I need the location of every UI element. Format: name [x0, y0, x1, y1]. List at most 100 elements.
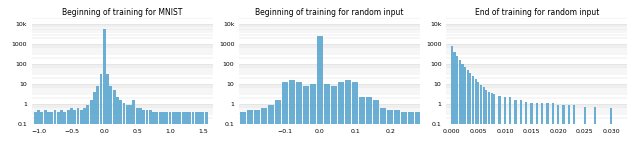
Bar — [254, 110, 260, 124]
Bar — [113, 90, 116, 124]
Bar — [552, 103, 554, 124]
Bar — [191, 112, 195, 124]
Bar — [584, 107, 586, 124]
Bar — [480, 85, 482, 124]
Bar — [499, 96, 500, 124]
Bar — [34, 112, 36, 124]
Bar — [123, 103, 125, 124]
Bar — [352, 82, 358, 124]
Bar — [401, 112, 407, 124]
Bar — [70, 108, 73, 124]
Bar — [289, 80, 295, 124]
Bar — [126, 105, 129, 124]
Bar — [80, 110, 83, 124]
Bar — [106, 74, 109, 124]
Bar — [331, 86, 337, 124]
Bar — [261, 108, 267, 124]
Bar — [83, 108, 86, 124]
Bar — [324, 84, 330, 124]
Bar — [54, 110, 56, 124]
Bar — [451, 46, 453, 124]
Bar — [338, 82, 344, 124]
Bar — [415, 112, 421, 124]
Bar — [100, 74, 102, 124]
Title: End of training for random input: End of training for random input — [475, 8, 599, 17]
Bar — [168, 112, 172, 124]
Bar — [568, 105, 570, 124]
Bar — [525, 102, 527, 124]
Bar — [74, 110, 76, 124]
Bar — [188, 112, 191, 124]
Title: Beginning of training for random input: Beginning of training for random input — [255, 8, 404, 17]
Bar — [195, 112, 198, 124]
Bar — [60, 110, 63, 124]
Bar — [531, 103, 532, 124]
Bar — [136, 108, 139, 124]
Bar — [51, 112, 53, 124]
Bar — [483, 87, 484, 124]
Bar — [156, 112, 158, 124]
Bar — [159, 112, 161, 124]
Bar — [275, 100, 281, 124]
Bar — [345, 80, 351, 124]
Bar — [485, 90, 488, 124]
Bar — [268, 105, 274, 124]
Bar — [179, 112, 181, 124]
Bar — [240, 112, 246, 124]
Bar — [594, 107, 596, 124]
Bar — [547, 103, 548, 124]
Bar — [129, 105, 132, 124]
Bar — [119, 100, 122, 124]
Bar — [469, 73, 472, 124]
Bar — [44, 110, 47, 124]
Bar — [464, 67, 466, 124]
Bar — [536, 103, 538, 124]
Bar — [77, 108, 79, 124]
Bar — [317, 36, 323, 124]
Bar — [366, 97, 372, 124]
Bar — [563, 105, 564, 124]
Bar — [109, 86, 112, 124]
Bar — [474, 79, 477, 124]
Bar — [310, 84, 316, 124]
Bar — [247, 110, 253, 124]
Bar — [373, 100, 379, 124]
Bar — [185, 112, 188, 124]
Bar — [162, 112, 165, 124]
Bar — [387, 110, 393, 124]
Bar — [456, 56, 458, 124]
Bar — [459, 61, 461, 124]
Bar — [86, 105, 89, 124]
Bar — [282, 82, 288, 124]
Bar — [205, 112, 207, 124]
Bar — [490, 93, 493, 124]
Bar — [408, 112, 414, 124]
Bar — [610, 108, 612, 124]
Bar — [172, 112, 175, 124]
Bar — [303, 86, 309, 124]
Bar — [182, 112, 184, 124]
Bar — [97, 86, 99, 124]
Bar — [520, 100, 522, 124]
Bar — [165, 112, 168, 124]
Bar — [67, 110, 70, 124]
Bar — [152, 112, 155, 124]
Bar — [90, 100, 93, 124]
Bar — [557, 105, 559, 124]
Title: Beginning of training for MNIST: Beginning of training for MNIST — [62, 8, 182, 17]
Bar — [142, 110, 145, 124]
Bar — [103, 29, 106, 124]
Bar — [477, 82, 479, 124]
Bar — [515, 100, 516, 124]
Bar — [461, 64, 463, 124]
Bar — [57, 112, 60, 124]
Bar — [359, 97, 365, 124]
Bar — [116, 97, 119, 124]
Bar — [132, 100, 135, 124]
Bar — [40, 112, 44, 124]
Bar — [63, 112, 67, 124]
Bar — [504, 97, 506, 124]
Bar — [146, 110, 148, 124]
Bar — [139, 108, 142, 124]
Bar — [202, 112, 204, 124]
